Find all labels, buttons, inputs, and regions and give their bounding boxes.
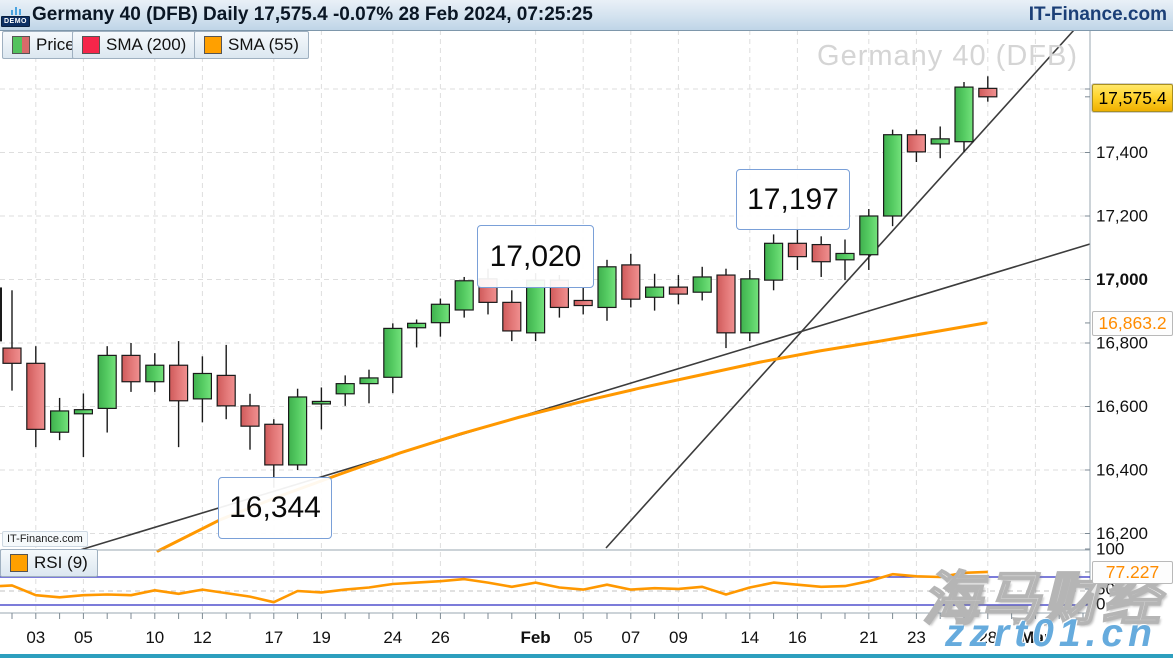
svg-text:Feb: Feb xyxy=(520,628,550,647)
legend-label: SMA (55) xyxy=(228,35,299,54)
legend-label: SMA (200) xyxy=(106,35,187,54)
legend-chip-sma200[interactable]: SMA (200) xyxy=(72,31,197,59)
svg-text:17,400: 17,400 xyxy=(1096,143,1148,162)
chart-title: Germany 40 (DFB) Daily 17,575.4 -0.07% 2… xyxy=(32,4,593,25)
svg-text:21: 21 xyxy=(859,628,878,647)
svg-text:16,400: 16,400 xyxy=(1096,461,1148,480)
svg-text:28: 28 xyxy=(978,628,997,647)
svg-text:17,200: 17,200 xyxy=(1096,207,1148,226)
sma200-swatch-icon xyxy=(82,36,100,54)
svg-text:24: 24 xyxy=(383,628,402,647)
legend-label: RSI (9) xyxy=(34,553,88,572)
mini-candles-icon xyxy=(10,6,21,15)
sma55-value-badge: 16,863.2 xyxy=(1092,311,1173,336)
svg-text:19: 19 xyxy=(312,628,331,647)
svg-text:0: 0 xyxy=(1096,595,1105,614)
svg-text:03: 03 xyxy=(26,628,45,647)
svg-text:05: 05 xyxy=(74,628,93,647)
svg-text:23: 23 xyxy=(907,628,926,647)
price-annotation-high2[interactable]: 17,197 xyxy=(736,169,850,230)
svg-text:16: 16 xyxy=(788,628,807,647)
legend-chip-price[interactable]: Price xyxy=(2,31,85,59)
svg-text:100: 100 xyxy=(1096,540,1124,559)
svg-text:Mar: Mar xyxy=(1020,628,1051,647)
price-annotation-low[interactable]: 16,344 xyxy=(218,477,332,539)
url-watermark: zzrt01.cn xyxy=(945,612,1157,655)
svg-text:16,600: 16,600 xyxy=(1096,397,1148,416)
rsi-swatch-icon xyxy=(10,554,28,572)
svg-text:09: 09 xyxy=(669,628,688,647)
brand-link[interactable]: IT-Finance.com xyxy=(1028,4,1167,25)
bottom-border-bar xyxy=(0,654,1173,658)
price-swatch-icon xyxy=(12,36,30,54)
legend-label: Price xyxy=(36,35,75,54)
svg-text:50: 50 xyxy=(1096,580,1115,599)
last-price-badge: 17,575.4 xyxy=(1092,84,1173,112)
demo-label: DEMO xyxy=(1,15,30,27)
legend-chip-sma55[interactable]: SMA (55) xyxy=(194,31,309,59)
svg-text:26: 26 xyxy=(431,628,450,647)
svg-text:17: 17 xyxy=(264,628,283,647)
demo-badge: DEMO xyxy=(1,5,30,27)
sma55-swatch-icon xyxy=(204,36,222,54)
legend-chip-rsi[interactable]: RSI (9) xyxy=(0,549,98,577)
title-bar: DEMO Germany 40 (DFB) Daily 17,575.4 -0.… xyxy=(0,0,1173,31)
svg-text:10: 10 xyxy=(145,628,164,647)
price-annotation-high1[interactable]: 17,020 xyxy=(477,225,594,288)
svg-text:07: 07 xyxy=(621,628,640,647)
svg-text:05: 05 xyxy=(574,628,593,647)
site-watermark-small: IT-Finance.com xyxy=(2,531,88,547)
svg-text:16,200: 16,200 xyxy=(1096,524,1148,543)
svg-text:17,000: 17,000 xyxy=(1096,270,1148,289)
svg-text:14: 14 xyxy=(740,628,759,647)
rsi-value-badge: 77.227 xyxy=(1092,561,1173,584)
svg-text:16,800: 16,800 xyxy=(1096,334,1148,353)
pane-watermark: Germany 40 (DFB) xyxy=(817,40,1078,72)
svg-text:12: 12 xyxy=(193,628,212,647)
